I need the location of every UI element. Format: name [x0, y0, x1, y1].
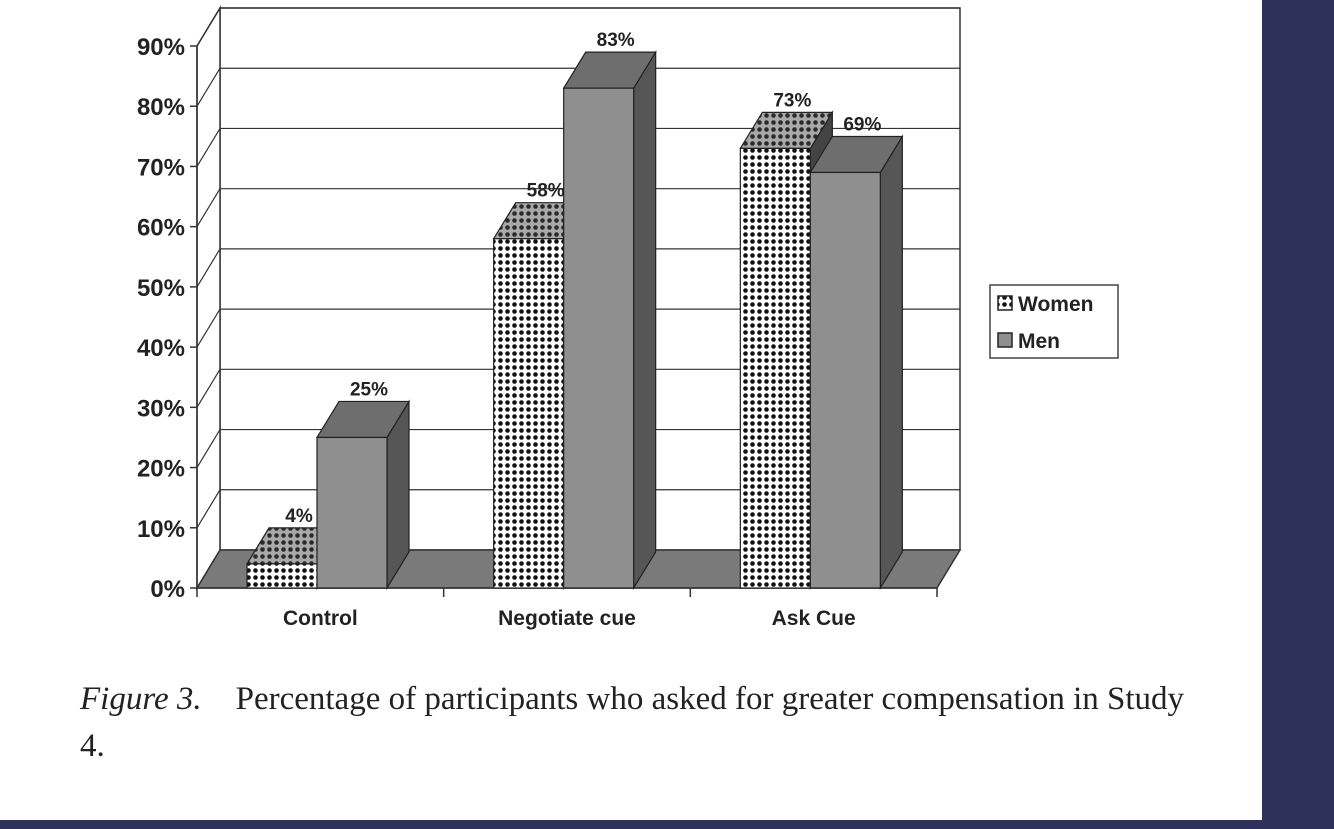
- caption-label: Figure 3.: [80, 681, 202, 717]
- side-wall: [196, 5, 221, 591]
- gridline: [196, 368, 960, 408]
- gridline: [196, 7, 960, 47]
- y-tick-label: 0%: [150, 576, 185, 603]
- x-category-label: Negotiate cue: [498, 607, 636, 630]
- legend: Women Men: [989, 284, 1119, 359]
- gridline: [196, 127, 960, 167]
- y-tick-label: 20%: [137, 456, 185, 483]
- y-tick-label: 40%: [137, 335, 185, 362]
- gridline: [196, 308, 960, 348]
- y-tick-label: 10%: [137, 516, 185, 543]
- x-category-label: Control: [283, 607, 358, 630]
- gridline: [196, 67, 960, 107]
- data-label: 69%: [843, 114, 881, 135]
- bar-men: [809, 171, 881, 589]
- bar-women: [493, 238, 565, 589]
- caption-text: Percentage of participants who asked for…: [80, 681, 1185, 764]
- legend-label-men: Men: [1018, 330, 1060, 353]
- data-label: 83%: [597, 30, 635, 51]
- legend-label-women: Women: [1018, 293, 1093, 316]
- y-tick-label: 80%: [137, 94, 185, 121]
- legend-swatch-women: [997, 295, 1013, 311]
- bar-chart: 0% 10% 20% 30% 40% 50% 60% 70% 80% 90% 4% 25% Contr…: [137, 5, 1119, 630]
- bar-men-side: [879, 134, 903, 591]
- y-tick-label: 50%: [137, 275, 185, 302]
- data-label: 25%: [350, 379, 388, 400]
- y-tick-label: 70%: [137, 154, 185, 181]
- bar-men: [316, 436, 388, 589]
- x-category-label: Ask Cue: [772, 607, 856, 630]
- y-tick-label: 30%: [137, 395, 185, 422]
- data-label: 4%: [285, 506, 313, 527]
- gridline: [196, 489, 960, 529]
- data-label: 73%: [773, 90, 811, 111]
- bar-women: [246, 563, 318, 589]
- gridline: [196, 188, 960, 227]
- y-tick-label: 90%: [137, 34, 185, 61]
- bar-men-side: [633, 50, 657, 591]
- y-tick-label: 60%: [137, 215, 185, 242]
- data-label: 58%: [527, 181, 565, 202]
- legend-swatch-men: [997, 332, 1013, 348]
- bar-women: [739, 147, 811, 589]
- gridline: [196, 428, 960, 468]
- gridline: [196, 248, 960, 288]
- figure-caption: Figure 3. Percentage of participants who …: [80, 676, 1190, 770]
- bar-men: [563, 87, 635, 589]
- figure-panel: 0% 10% 20% 30% 40% 50% 60% 70% 80% 90% 4% 25% Contr…: [0, 0, 1262, 820]
